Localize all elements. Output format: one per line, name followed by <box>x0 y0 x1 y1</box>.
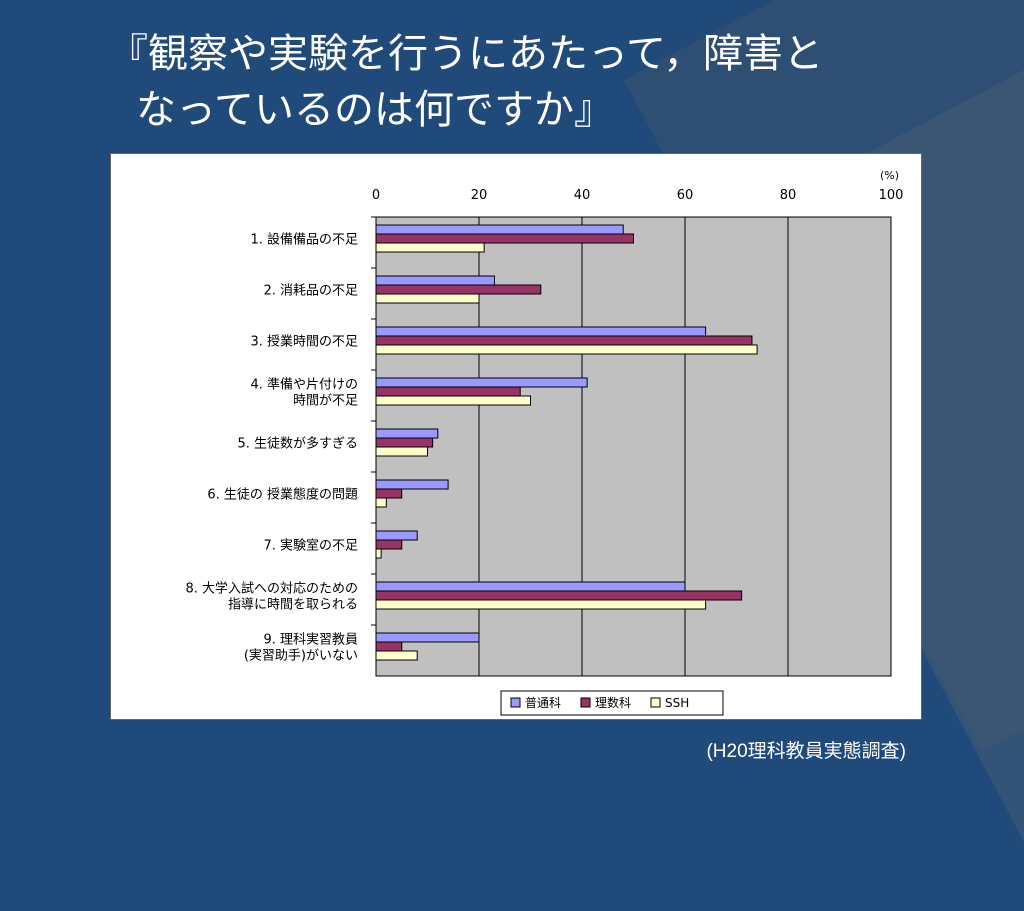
source-note: (H20理科教員実態調査) <box>706 741 906 762</box>
category-label: 5. 生徒数が多すぎる <box>237 436 358 452</box>
x-tick-label: 0 <box>372 188 380 203</box>
category-label: 6. 生徒の 授業態度の問題 <box>207 487 358 503</box>
category-label: 3. 授業時間の不足 <box>250 334 358 350</box>
legend-swatch <box>510 697 521 708</box>
title-line-1: 『観察や実験を行うにあたって，障害と <box>108 31 824 77</box>
category-label: 9. 理科実習教員 <box>263 632 358 648</box>
legend-label: 普通科 <box>525 696 561 710</box>
bar <box>375 599 707 610</box>
bar <box>375 377 588 388</box>
bar <box>375 326 707 337</box>
bar <box>375 590 743 601</box>
bar <box>375 242 485 253</box>
bar <box>375 437 434 448</box>
category-label: 指導に時間を取られる <box>228 598 358 613</box>
x-tick-label: 40 <box>574 188 591 203</box>
bar <box>375 395 531 406</box>
legend-label: SSH <box>665 696 689 710</box>
bar <box>375 488 403 499</box>
bar <box>375 284 542 295</box>
bar <box>375 497 387 508</box>
category-label: 1. 設備備品の不足 <box>250 232 358 248</box>
bar <box>375 386 521 397</box>
category-label: (実習助手)がいない <box>244 648 358 664</box>
bar <box>375 446 428 457</box>
legend-label: 理数科 <box>595 695 631 710</box>
title-line-2: なっているのは何ですか』 <box>136 87 614 133</box>
legend-swatch <box>650 697 661 708</box>
bar-chart: 0 20 40 60 80 100 (%) 1. 設備備品の不足 2. 消耗品の不足 3. 授業時… <box>185 169 904 716</box>
bar <box>375 344 758 355</box>
bar <box>375 335 753 346</box>
category-label: 8. 大学入試への対応のための <box>185 581 358 597</box>
bar <box>375 632 480 643</box>
category-label: 時間が不足 <box>293 394 358 409</box>
bar <box>375 641 403 652</box>
bar <box>375 224 624 235</box>
legend-swatch <box>580 697 591 708</box>
category-label: 2. 消耗品の不足 <box>263 284 358 299</box>
x-tick-label: 60 <box>677 188 694 203</box>
bar <box>375 275 495 286</box>
x-tick-label: 80 <box>780 188 797 203</box>
legend-box <box>500 690 724 716</box>
bar <box>375 539 403 550</box>
slide-title: 『観察や実験を行うにあたって，障害と なっているのは何ですか』 <box>108 26 968 138</box>
chart-container: 0 20 40 60 80 100 (%) 1. 設備備品の不足 2. 消耗品の不足 3. 授業時… <box>110 153 922 720</box>
bar <box>375 530 418 541</box>
bar <box>375 428 439 439</box>
bar <box>375 548 382 559</box>
bar <box>375 650 418 661</box>
category-label: 7. 実験室の不足 <box>263 538 358 554</box>
bar <box>375 293 480 304</box>
bar <box>375 581 686 592</box>
bar <box>375 233 634 244</box>
category-label: 4. 準備や片付けの <box>250 377 358 393</box>
x-tick-label: 20 <box>471 188 488 203</box>
unit-label: (%) <box>880 169 899 182</box>
x-tick-label: 100 <box>879 188 904 203</box>
bar <box>375 479 449 490</box>
